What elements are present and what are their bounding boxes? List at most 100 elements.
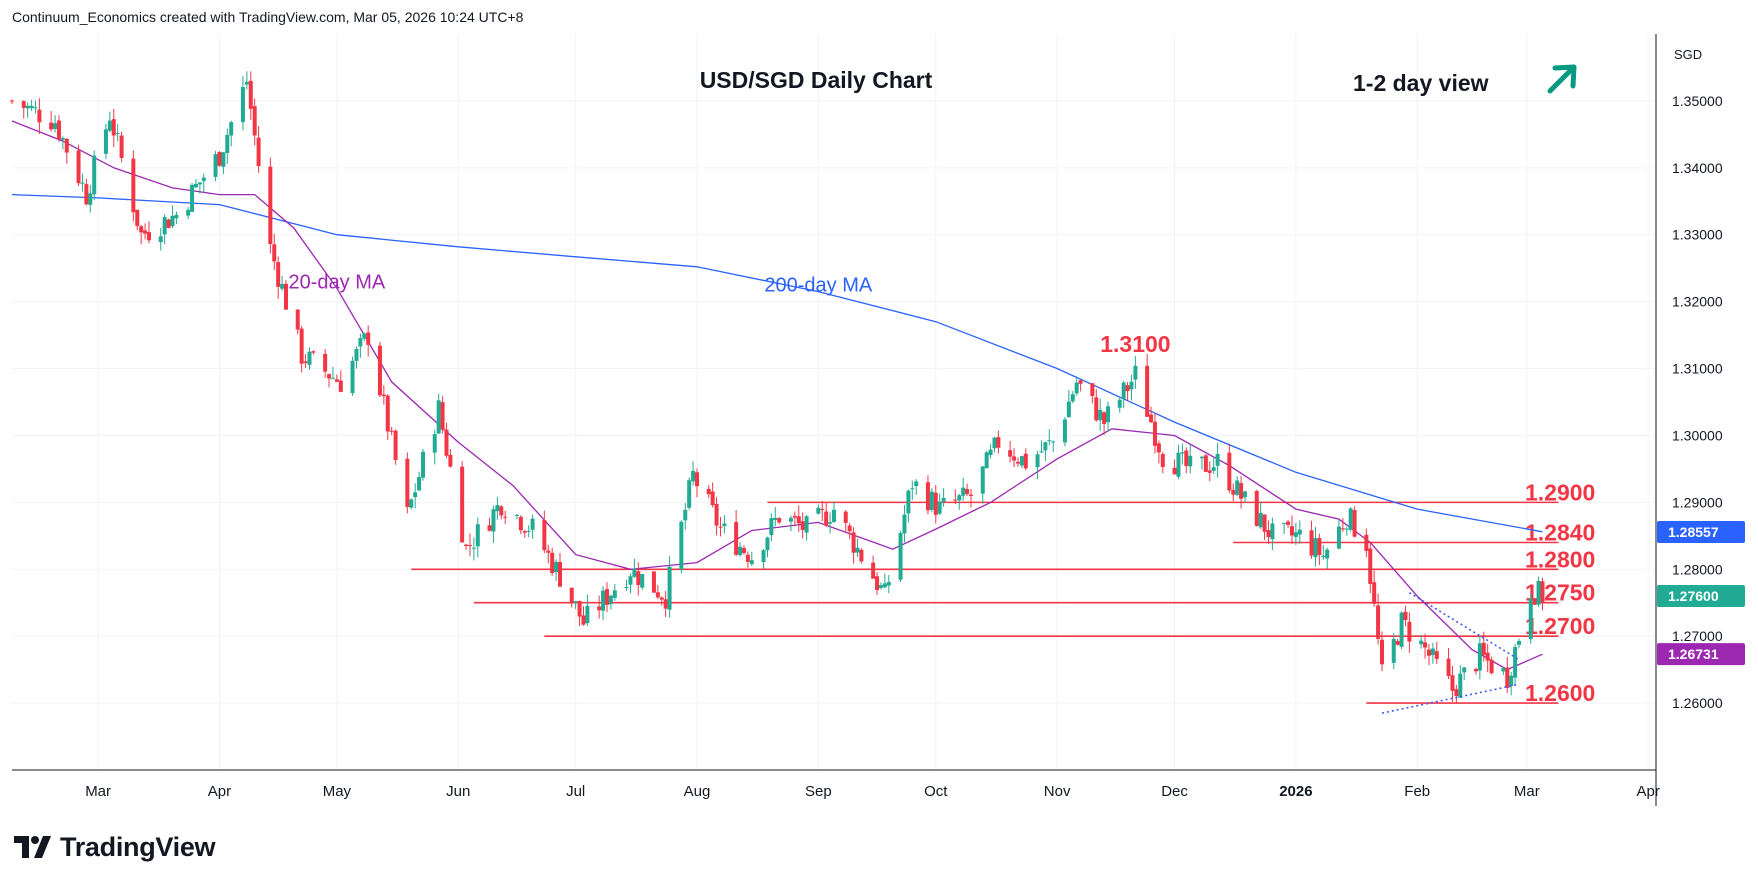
trendline: [1381, 683, 1520, 714]
candle: [1407, 612, 1412, 653]
candle-body: [996, 437, 1001, 448]
candle-body: [1012, 456, 1017, 461]
candle: [1239, 476, 1244, 509]
candle: [1289, 515, 1294, 545]
candle: [640, 573, 645, 590]
candle: [448, 448, 453, 468]
candle: [201, 173, 206, 193]
level-label: 1.2700: [1525, 613, 1595, 639]
candle-body: [691, 470, 696, 482]
candle: [910, 480, 915, 500]
candle: [1286, 519, 1291, 528]
candle-body: [1536, 580, 1541, 605]
candle: [937, 493, 942, 516]
candle-body: [933, 492, 938, 515]
candle: [421, 448, 425, 481]
tradingview-logo[interactable]: TradingView: [14, 832, 216, 862]
candle-body: [1199, 456, 1204, 459]
candle: [1344, 526, 1349, 536]
candle-body: [1489, 659, 1494, 674]
candle-body: [969, 494, 973, 496]
candle-body: [213, 154, 218, 177]
candle: [1313, 527, 1318, 567]
candle: [792, 511, 797, 526]
candle: [1395, 638, 1400, 646]
candle-body: [718, 526, 723, 528]
candle-body: [738, 546, 743, 556]
x-tick-label: Feb: [1404, 783, 1430, 800]
candle: [585, 594, 590, 626]
candle-body: [1149, 414, 1154, 423]
candle-body: [1403, 611, 1408, 621]
candle: [828, 512, 833, 534]
candle: [1473, 667, 1478, 675]
candle-body: [147, 232, 151, 241]
candle-body: [886, 581, 891, 586]
trendline: [1408, 592, 1520, 661]
candle-body: [667, 566, 672, 610]
candle-body: [444, 429, 449, 456]
candle-body: [1125, 385, 1130, 392]
candle-body: [1481, 642, 1486, 655]
x-tick-label: Sep: [805, 783, 832, 800]
candle-body: [554, 561, 559, 573]
candle: [706, 485, 711, 498]
candle: [460, 461, 465, 543]
candle-body: [749, 560, 754, 565]
candle-body: [240, 87, 245, 123]
candle-body: [327, 374, 332, 379]
candle: [569, 587, 574, 608]
candle-body: [503, 516, 508, 518]
candle-body: [135, 209, 140, 226]
candle: [405, 452, 410, 514]
x-axis: Mar Apr May Jun Jul Aug Sep Oct Nov Dec 2026 Feb Mar…: [85, 783, 1660, 800]
candle: [229, 120, 234, 147]
candle: [1430, 642, 1435, 664]
candle: [1372, 570, 1377, 607]
candle-body: [53, 123, 58, 130]
candle-body: [792, 515, 797, 518]
candle: [1129, 374, 1134, 401]
candle: [550, 547, 555, 576]
price-badges: 1.28557 1.27600 1.26731: [1657, 521, 1745, 666]
candle: [941, 488, 946, 507]
candle: [800, 512, 805, 539]
candle-body: [851, 532, 856, 553]
candle: [957, 494, 962, 510]
candle: [1149, 406, 1154, 424]
candle-body: [248, 80, 253, 109]
candle: [1528, 593, 1533, 644]
candle: [601, 586, 606, 621]
candle: [984, 450, 989, 469]
candle-body: [1450, 675, 1455, 691]
candle-body: [1243, 491, 1247, 498]
candle-body: [898, 532, 903, 580]
candle-body: [421, 451, 425, 478]
candle: [409, 498, 414, 510]
candle-body: [190, 184, 195, 212]
candle-body: [1035, 454, 1040, 468]
candle-body: [1152, 421, 1157, 446]
candle: [851, 527, 856, 564]
candle: [608, 594, 613, 610]
candle: [925, 475, 930, 515]
candle: [107, 111, 112, 133]
candle-body: [777, 518, 782, 523]
candle-body: [377, 345, 382, 396]
candle-body: [1023, 453, 1028, 469]
candle-body: [1532, 600, 1537, 605]
y-tick-label: 1.35000: [1672, 93, 1723, 109]
candle: [436, 393, 441, 435]
candle-body: [284, 283, 288, 310]
candle-body: [710, 491, 715, 506]
y-tick-label: 1.34000: [1672, 160, 1723, 176]
currency-label: SGD: [1674, 47, 1702, 62]
candle-body: [1317, 538, 1322, 556]
candle-body: [1102, 412, 1107, 424]
candle: [143, 223, 148, 240]
candle-body: [800, 521, 805, 530]
candle: [362, 332, 367, 342]
candle: [655, 584, 660, 599]
ma200-layer: [11, 193, 1543, 533]
